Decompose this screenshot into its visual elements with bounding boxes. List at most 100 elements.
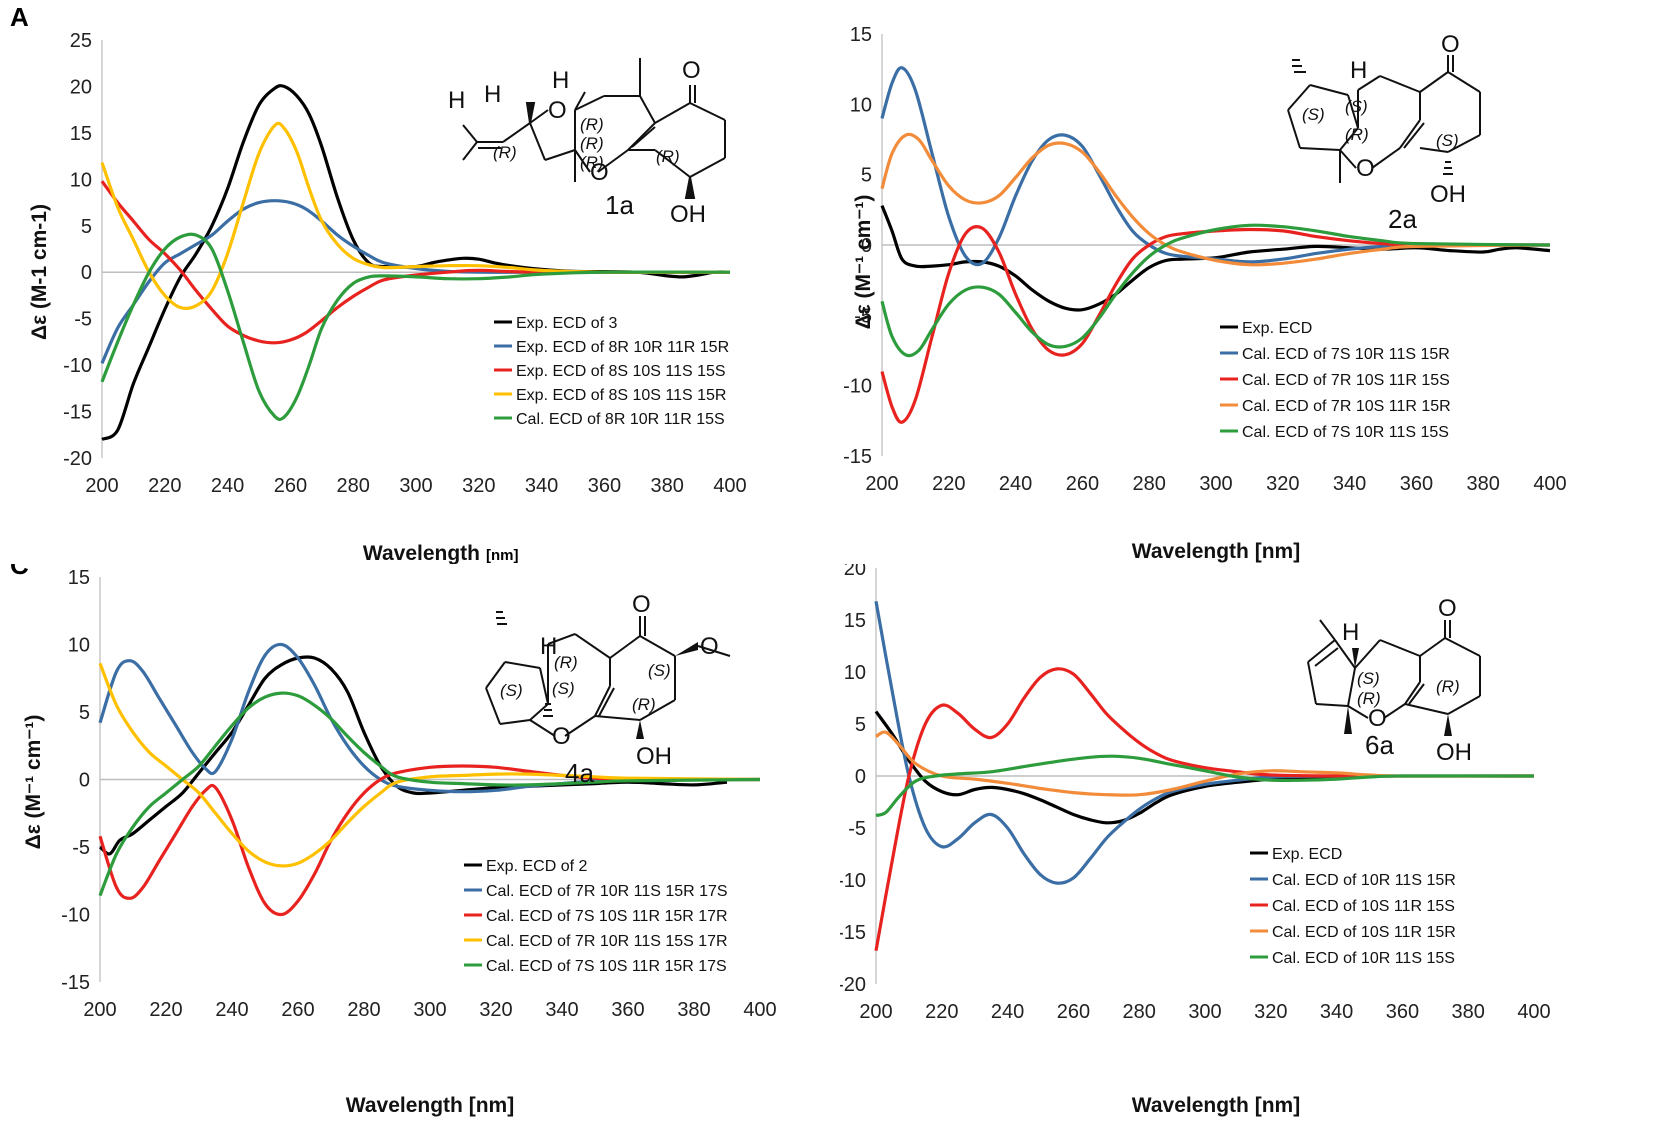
x-tick-label: 300 — [1199, 473, 1232, 495]
panel-label-c: C — [10, 564, 29, 580]
ecd-chart-2a: B -15 -10 -5 0 5 10 15 200 220 240 260 280 300 320 340… — [822, 2, 1567, 563]
legend-label: Cal. ECD of 10S 11R 15S — [1272, 898, 1455, 915]
series-line — [100, 121, 731, 310]
y-tick-label: 10 — [844, 662, 866, 684]
stereo-label: (S) — [1436, 131, 1459, 150]
y-tick-label: 5 — [855, 714, 866, 736]
wedge-bond-icon — [636, 720, 644, 739]
atom-h-1: H — [540, 633, 557, 660]
stereo-label: (R) — [580, 153, 604, 172]
molecule-structure-1a — [462, 58, 726, 199]
wedge-bond-icon — [1444, 714, 1452, 736]
stereo-label: (R) — [580, 134, 604, 153]
y-tick-label: -15 — [63, 402, 92, 424]
chart-panel-d: D -20 -15 -10 -5 0 5 10 15 20 200 220 240 260 280 300 3… — [822, 550, 1680, 1128]
x-tick-label: 360 — [611, 999, 644, 1021]
series-line — [98, 764, 761, 917]
x-tick-label: 360 — [1386, 1001, 1419, 1023]
series-line — [874, 667, 1535, 951]
atom-oh: OH — [1430, 181, 1466, 208]
molecule-structure-6a — [1307, 619, 1481, 719]
hash-bond-icon — [496, 611, 553, 717]
ecd-chart-1a: A -20 -15 -10 -5 0 5 10 15 20 25 200 220 240 260 280 30… — [10, 2, 747, 565]
stereo-label: (R) — [580, 115, 604, 134]
x-tick-label: 300 — [413, 999, 446, 1021]
stereo-label: (S) — [1357, 669, 1380, 688]
x-axis-title: Wavelength [nm] — [1132, 540, 1300, 563]
stereo-label: (R) — [1357, 689, 1381, 708]
legend-label: Exp. ECD — [1242, 320, 1312, 337]
series-line — [875, 754, 1535, 818]
x-tick-label: 320 — [462, 475, 495, 497]
y-tick-label: -10 — [63, 355, 92, 377]
y-tick-label: -15 — [61, 972, 90, 994]
atom-o-2: O — [590, 159, 609, 186]
legend-label: Cal. ECD of 8R 10R 11R 15S — [516, 411, 725, 428]
panel-label-b: B — [840, 2, 841, 32]
x-tick-label: 220 — [148, 475, 181, 497]
y-tick-label: 25 — [70, 30, 92, 52]
x-tick-label: 360 — [1400, 473, 1433, 495]
y-tick-label: -5 — [74, 309, 92, 331]
x-tick-label: 400 — [713, 475, 746, 497]
x-axis-title: Wavelength [nm] — [346, 1094, 514, 1117]
atom-h-1: H — [1350, 57, 1367, 84]
y-tick-label: -15 — [840, 922, 866, 944]
x-tick-label: 340 — [545, 999, 578, 1021]
x-tick-label: 340 — [1333, 473, 1366, 495]
legend-label: Cal. ECD of 10R 11S 15R — [1272, 872, 1456, 889]
legend-label: Cal. ECD of 7S 10R 11S 15S — [1242, 424, 1449, 441]
wedge-bond-icon — [1352, 648, 1359, 668]
y-tick-label: -15 — [843, 446, 872, 468]
stereo-label: (R) — [554, 653, 578, 672]
legend-label: Exp. ECD of 2 — [486, 858, 587, 875]
legend-label: Cal. ECD of 7S 10S 11R 15R 17R — [486, 908, 728, 925]
stereo-label: (R) — [1436, 677, 1460, 696]
wedge-bond-icon — [1344, 706, 1352, 734]
x-tick-label: 240 — [211, 475, 244, 497]
x-tick-label: 300 — [1188, 1001, 1221, 1023]
chart-panel-b: B -15 -10 -5 0 5 10 15 200 220 240 260 280 300 320 340… — [822, 0, 1680, 564]
x-tick-label: 320 — [1254, 1001, 1287, 1023]
series-line — [880, 224, 1551, 424]
compound-label-2a: 2a — [1388, 204, 1417, 234]
x-tick-label: 380 — [1467, 473, 1500, 495]
stereo-label: (R) — [1345, 125, 1369, 144]
atom-oh: OH — [636, 743, 672, 770]
y-tick-label: 5 — [81, 216, 92, 238]
x-tick-label: 280 — [1123, 1001, 1156, 1023]
atom-o-1: O — [548, 97, 567, 124]
atom-o-2: O — [632, 591, 651, 618]
series-line — [98, 662, 761, 868]
y-tick-label: 5 — [861, 165, 872, 187]
y-tick-label: 10 — [68, 635, 90, 657]
x-tick-label: 320 — [479, 999, 512, 1021]
legend-label: Exp. ECD of 3 — [516, 315, 617, 332]
x-tick-label: 400 — [1533, 473, 1566, 495]
x-tick-label: 400 — [743, 999, 776, 1021]
hash-bond-icon — [1292, 59, 1453, 175]
legend-label: Cal. ECD of 7S 10R 11S 15R — [1242, 346, 1450, 363]
y-tick-label: 0 — [855, 766, 866, 788]
stereo-label: (S) — [1345, 97, 1368, 116]
legend-label: Cal. ECD of 10S 11R 15R — [1272, 924, 1456, 941]
atom-h-1: H — [448, 87, 465, 114]
legend-label: Exp. ECD of 8R 10R 11R 15R — [516, 339, 729, 356]
compound-label-6a: 6a — [1365, 730, 1394, 760]
atom-o-2: O — [1438, 595, 1457, 622]
x-tick-label: 200 — [865, 473, 898, 495]
atom-h-3: H — [552, 67, 569, 94]
legend-label: Cal. ECD of 7R 10R 11S 15R 17S — [486, 883, 728, 900]
atom-o-1: O — [552, 723, 571, 750]
x-tick-label: 280 — [1133, 473, 1166, 495]
x-tick-label: 260 — [1057, 1001, 1090, 1023]
x-tick-label: 400 — [1517, 1001, 1550, 1023]
panel-label-a: A — [10, 2, 29, 32]
x-tick-label: 380 — [651, 475, 684, 497]
y-tick-label: 15 — [850, 24, 872, 46]
x-tick-label: 200 — [859, 1001, 892, 1023]
atom-o-3: O — [700, 633, 719, 660]
y-tick-label: -10 — [843, 376, 872, 398]
x-tick-label: 380 — [1452, 1001, 1485, 1023]
legend-label: Cal. ECD of 7R 10S 11R 15R — [1242, 398, 1451, 415]
